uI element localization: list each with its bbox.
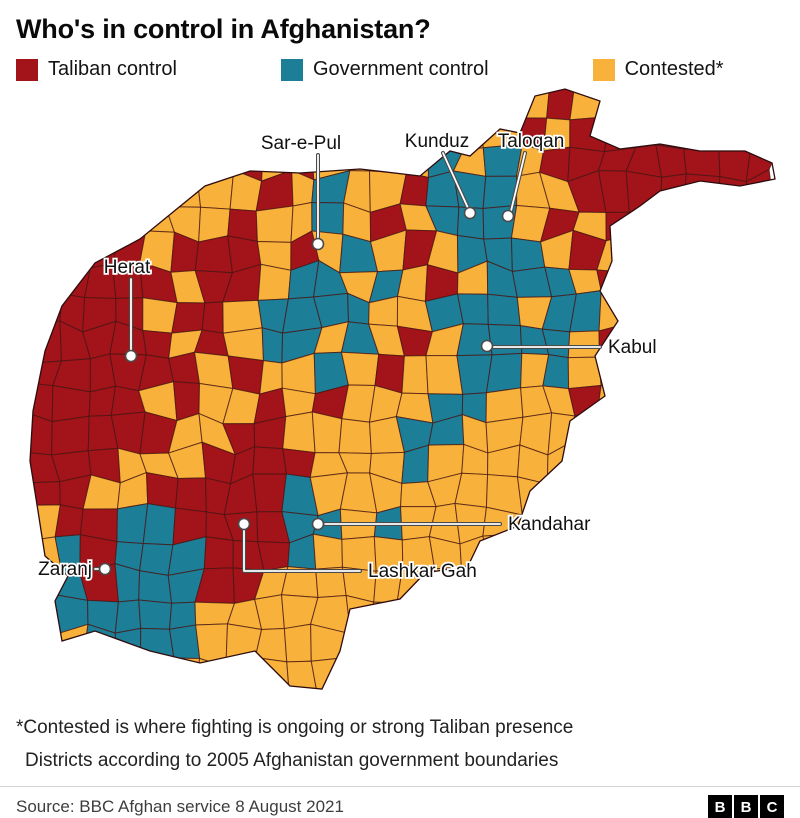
city-label-taloqan: Taloqan [498, 131, 565, 152]
city-zaranj: Zaranj [36, 557, 112, 582]
legend: Taliban control Government control Conte… [16, 58, 784, 81]
city-label-herat: Herat [104, 257, 151, 278]
city-taloqan: Taloqan [496, 129, 566, 223]
city-lashkar-gah: Lashkar Gah [237, 517, 479, 584]
bbc-logo: B B C [708, 795, 784, 818]
legend-label-taliban: Taliban control [48, 58, 177, 80]
bbc-logo-square-1: B [708, 795, 732, 818]
city-label-kandahar: Kandahar [508, 514, 591, 535]
page-title: Who's in control in Afghanistan? [16, 14, 431, 44]
legend-item-contested: Contested* [592, 58, 724, 81]
afghanistan-map: Sar-e-Pul Kunduz Taloqan Herat Kabul [29, 88, 776, 690]
legend-swatch-contested [592, 58, 615, 81]
legend-label-contested: Contested* [624, 58, 724, 80]
city-marker-taloqan [501, 209, 515, 223]
city-label-sar-e-pul: Sar-e-Pul [261, 133, 341, 154]
city-sar-e-pul: Sar-e-Pul [259, 131, 343, 251]
legend-item-government: Government control [280, 58, 489, 81]
country-outline [29, 88, 776, 690]
header: Who's in control in Afghanistan? Taliban… [0, 0, 800, 81]
map-area: Sar-e-Pul Kunduz Taloqan Herat Kabul [0, 81, 800, 701]
city-marker-herat [124, 349, 138, 363]
source-text: Source: BBC Afghan service 8 August 2021 [16, 797, 344, 816]
city-label-kunduz: Kunduz [405, 131, 469, 152]
bbc-logo-square-3: C [760, 795, 784, 818]
city-marker-lashkar-gah [237, 517, 251, 531]
city-label-zaranj: Zaranj [38, 559, 92, 580]
bbc-logo-square-2: B [734, 795, 758, 818]
city-marker-zaranj [98, 562, 112, 576]
footnote-contested: *Contested is where fighting is ongoing … [16, 717, 574, 738]
legend-label-government: Government control [312, 58, 489, 80]
city-marker-kunduz [463, 206, 477, 220]
legend-swatch-government [280, 58, 303, 81]
city-herat: Herat [102, 255, 153, 363]
legend-item-taliban: Taliban control [16, 58, 177, 81]
city-marker-kandahar [311, 517, 325, 531]
city-kunduz: Kunduz [403, 129, 477, 220]
footnote-districts: Districts according to 2005 Afghanistan … [25, 750, 559, 771]
footnotes: *Contested is where fighting is ongoing … [0, 701, 800, 777]
city-marker-kabul [480, 339, 494, 353]
city-kabul: Kabul [480, 335, 658, 360]
city-label-lashkar-gah: Lashkar Gah [368, 561, 477, 582]
city-label-kabul: Kabul [608, 337, 657, 358]
legend-swatch-taliban [16, 58, 38, 81]
city-marker-sar-e-pul [311, 237, 325, 251]
source-bar: Source: BBC Afghan service 8 August 2021… [0, 786, 800, 818]
city-kandahar: Kandahar [311, 512, 593, 537]
